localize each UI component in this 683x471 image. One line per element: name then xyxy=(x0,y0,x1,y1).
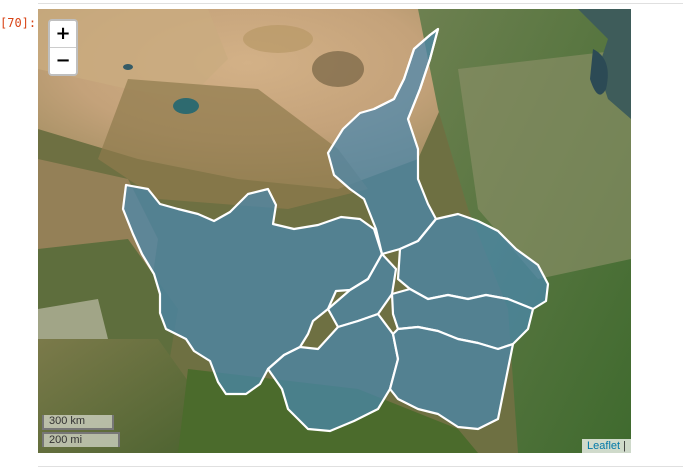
region-hunan[interactable] xyxy=(388,325,515,431)
attribution-separator: | xyxy=(620,440,626,452)
leaflet-link[interactable]: Leaflet xyxy=(587,440,621,452)
scale-metric: 300 km xyxy=(42,415,114,430)
scale-imperial: 200 mi xyxy=(42,432,120,447)
cell-prompt: [70]: xyxy=(0,16,34,30)
scale-bar: 300 km 200 mi xyxy=(42,415,120,447)
cell-top-rule xyxy=(38,3,683,4)
cell-bottom-rule xyxy=(38,466,683,467)
zoom-control: + − xyxy=(48,19,78,76)
region-polygons[interactable] xyxy=(38,9,631,453)
attribution: Leaflet | xyxy=(582,439,631,453)
zoom-out-button[interactable]: − xyxy=(50,47,76,74)
map-container[interactable]: + − 300 km 200 mi Leaflet | xyxy=(38,9,631,453)
zoom-in-button[interactable]: + xyxy=(50,21,76,47)
